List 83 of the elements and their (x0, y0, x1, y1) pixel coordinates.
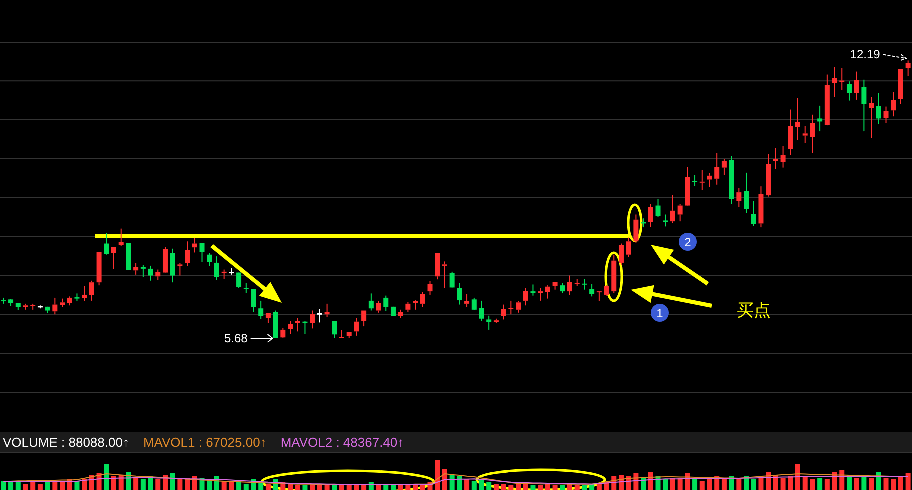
series-label: VOLUME : 88088.00↑ (3, 435, 130, 450)
bar (722, 478, 727, 490)
annotation: 5.68 (224, 332, 248, 346)
bar (162, 475, 168, 490)
bar (23, 484, 28, 490)
bar (472, 481, 477, 490)
bar (523, 484, 528, 490)
bar (788, 476, 794, 490)
bar (38, 484, 43, 490)
bar (501, 484, 506, 490)
bar (560, 486, 566, 490)
bar (317, 486, 322, 490)
bar (707, 480, 712, 490)
bar (552, 486, 558, 490)
bar (457, 476, 462, 490)
bar (324, 486, 330, 490)
bar (229, 482, 234, 490)
bar (700, 481, 705, 490)
bar (450, 475, 455, 490)
bar (596, 484, 602, 490)
bar (435, 460, 440, 490)
bar (869, 478, 874, 490)
bar (178, 480, 183, 490)
bar (751, 480, 756, 490)
bar (574, 486, 580, 490)
bar (516, 484, 522, 490)
bar (906, 474, 911, 490)
bar (545, 484, 550, 490)
bar (508, 486, 514, 490)
bar (8, 482, 14, 490)
bar (486, 482, 492, 490)
bar (729, 476, 734, 490)
bar (494, 484, 499, 490)
bar (302, 486, 308, 490)
bar (692, 480, 698, 490)
bar (288, 484, 294, 490)
bar (134, 478, 139, 490)
bar (104, 464, 110, 490)
bar (884, 478, 889, 490)
bar (112, 476, 116, 490)
annotation: 1 (656, 306, 664, 320)
bar (406, 486, 411, 490)
bar (346, 486, 352, 490)
bar (479, 480, 484, 490)
bar (898, 476, 904, 490)
bar (538, 486, 544, 490)
bar (390, 486, 396, 490)
bar (780, 478, 786, 490)
bar (582, 486, 588, 490)
bar (266, 484, 271, 490)
bar (824, 480, 830, 490)
bar (170, 474, 176, 490)
bar (663, 480, 668, 490)
bar (670, 478, 676, 490)
annotation: 2 (684, 236, 692, 250)
bar (862, 476, 867, 490)
bar (442, 469, 448, 490)
bar (796, 464, 800, 490)
text: MAVOL1 : 67025.00↑ (143, 435, 267, 450)
bar (818, 478, 823, 490)
bar (156, 480, 161, 490)
bar (891, 480, 896, 490)
annotation: 买点 (737, 301, 771, 320)
bar (82, 480, 88, 490)
bar (340, 486, 344, 490)
bar (802, 476, 808, 490)
bar (678, 478, 683, 490)
bar (744, 476, 750, 490)
bar (1, 481, 6, 490)
bar (244, 484, 249, 490)
bar (530, 486, 536, 490)
bar (736, 480, 742, 490)
bar (295, 486, 300, 490)
bar (30, 482, 36, 490)
bar (398, 486, 404, 490)
text: MAVOL2 : 48367.40↑ (280, 435, 404, 450)
bar (464, 480, 470, 490)
bar (60, 482, 66, 490)
bar (854, 478, 860, 490)
bar (140, 480, 146, 490)
annotation: 12.19 (850, 48, 881, 62)
bar (420, 486, 426, 490)
bar (810, 480, 816, 490)
